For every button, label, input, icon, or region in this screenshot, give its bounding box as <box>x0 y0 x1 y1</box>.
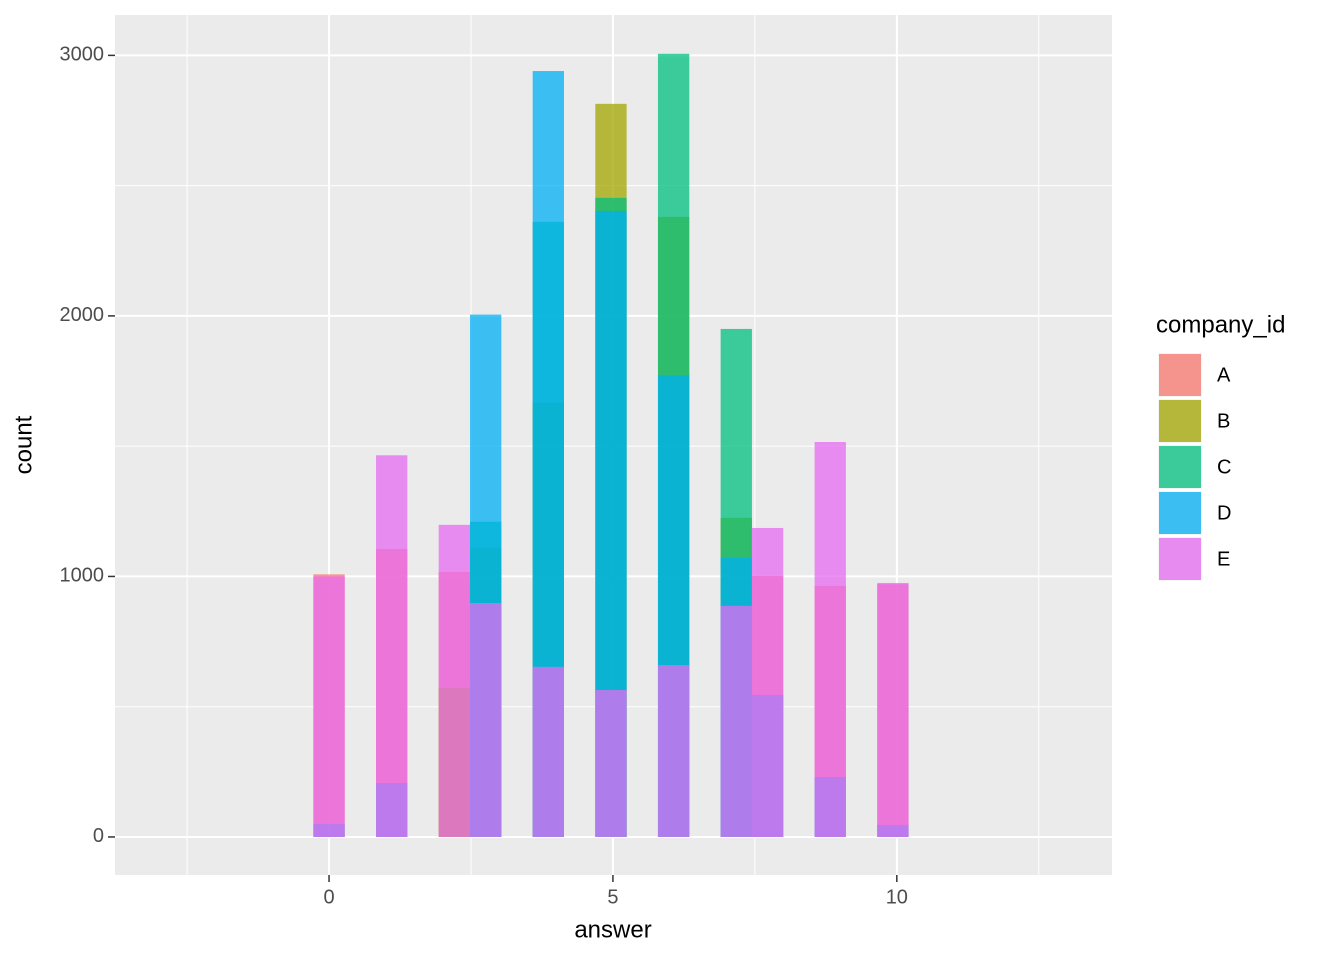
bar <box>376 455 408 837</box>
x-axis-title: answer <box>574 916 651 943</box>
y-tick-label: 0 <box>93 825 104 847</box>
bar <box>438 524 471 837</box>
y-tick-label: 3000 <box>60 44 105 66</box>
bar <box>470 603 502 837</box>
legend-label: E <box>1217 548 1230 570</box>
bar <box>877 582 909 837</box>
bar <box>532 666 564 837</box>
x-tick-label: 0 <box>323 886 334 908</box>
legend-key <box>1159 446 1201 488</box>
legend-label: A <box>1217 364 1231 386</box>
legend-key <box>1159 492 1201 534</box>
bar <box>814 442 846 837</box>
legend-key <box>1159 354 1201 396</box>
y-tick-label: 1000 <box>60 565 105 587</box>
legend-label: B <box>1217 410 1230 432</box>
bar <box>595 690 627 837</box>
bar <box>657 665 690 837</box>
x-tick-label: 5 <box>607 886 618 908</box>
legend-key <box>1159 400 1201 442</box>
bar <box>751 527 784 837</box>
y-axis-title: count <box>10 415 37 474</box>
legend-key <box>1159 538 1201 580</box>
x-tick-label: 10 <box>886 886 908 908</box>
legend-label: C <box>1217 456 1231 478</box>
bar <box>720 605 752 837</box>
legend-label: D <box>1217 502 1231 524</box>
legend-title: company_id <box>1156 311 1285 338</box>
y-tick-label: 2000 <box>60 304 105 326</box>
bar <box>313 576 345 837</box>
